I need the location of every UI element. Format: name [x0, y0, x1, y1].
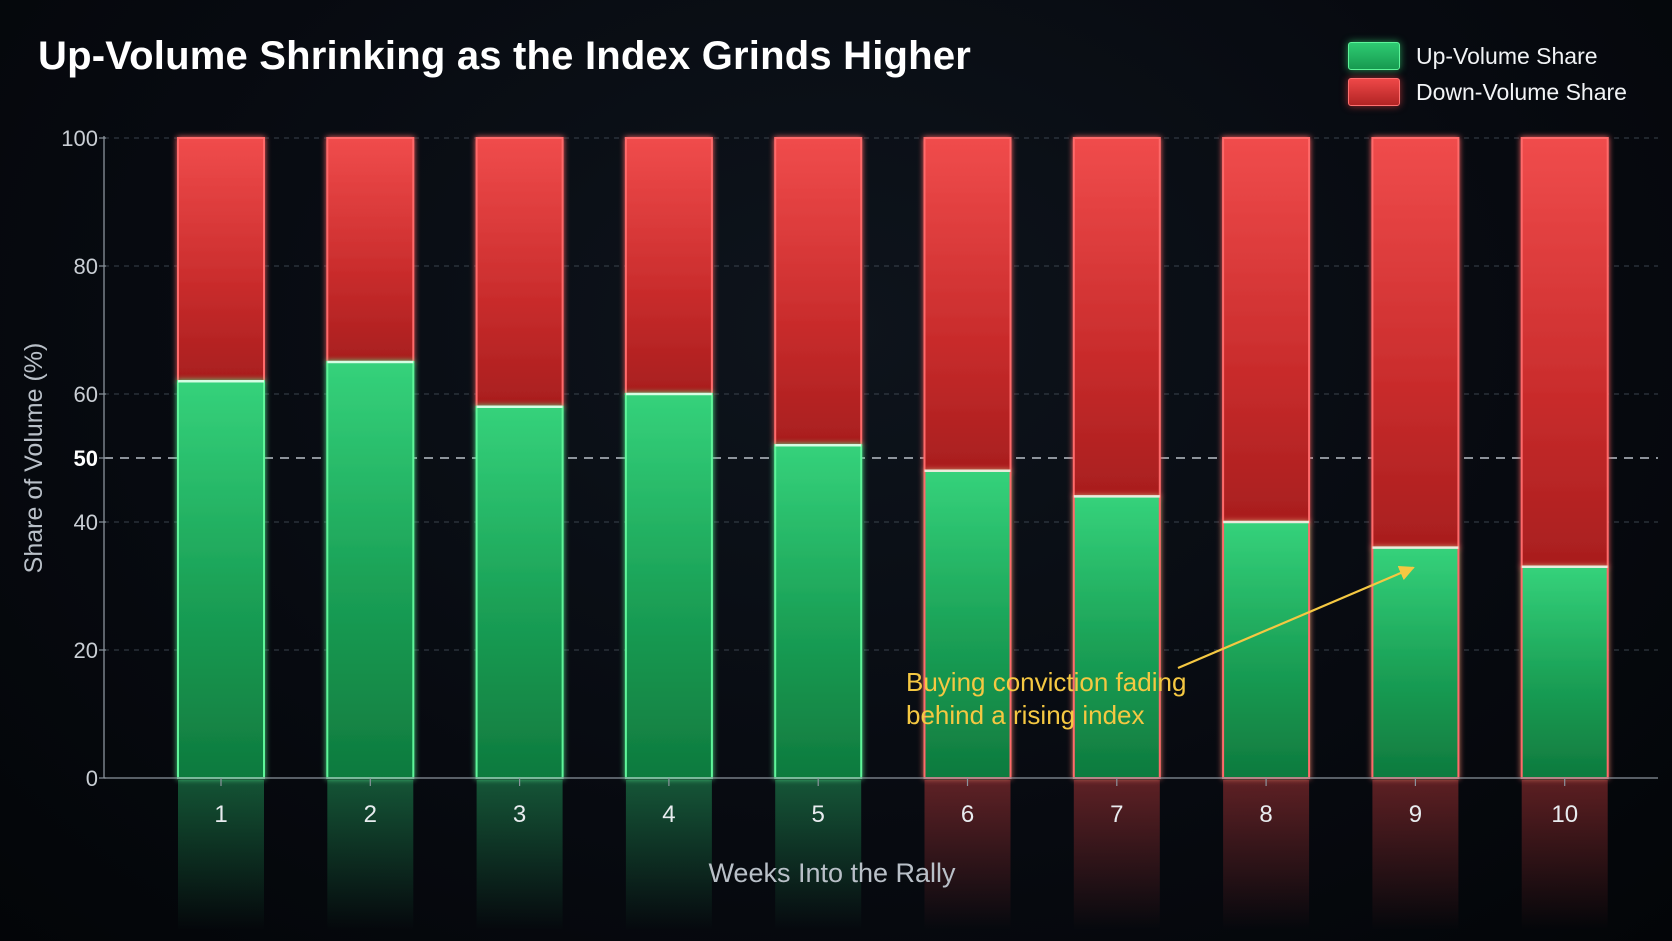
- bar-down-volume-week-4: [624, 137, 713, 395]
- bar-reflection: [476, 780, 563, 930]
- bar-down-volume-week-2: [326, 137, 415, 363]
- bar-up-volume-week-7: [1072, 495, 1161, 779]
- bar-down-volume-week-3: [475, 137, 564, 408]
- bar-up-volume-week-5: [774, 444, 863, 779]
- bar-up-volume-week-3: [475, 405, 564, 779]
- y-tick-label: 50: [74, 446, 98, 471]
- y-axis-title: Share of Volume (%): [20, 343, 48, 574]
- bar-down-volume-week-1: [177, 137, 265, 383]
- bar-up-volume-week-4: [624, 393, 713, 779]
- x-tick-label: 10: [1551, 801, 1578, 828]
- bar-reflection: [1223, 780, 1310, 930]
- bar-up-volume-week-10: [1520, 565, 1609, 779]
- bar-reflection: [1073, 780, 1160, 930]
- bar-down-volume-week-9: [1371, 137, 1460, 549]
- annotation-arrow: [1177, 565, 1415, 670]
- y-tick-label: 20: [74, 638, 98, 663]
- bar-reflection: [1372, 780, 1459, 930]
- bar-down-volume-week-7: [1072, 137, 1161, 498]
- bar-reflection: [625, 780, 712, 930]
- x-tick-label: 1: [214, 801, 227, 828]
- x-tick-label: 4: [662, 801, 675, 828]
- y-tick-label: 60: [74, 382, 98, 407]
- bar-up-volume-week-9: [1371, 546, 1460, 779]
- chart-legend: Up-Volume Share Down-Volume Share: [1348, 38, 1627, 110]
- annotation-text-line: behind a rising index: [906, 700, 1145, 730]
- bar-up-volume-week-6: [923, 469, 1012, 779]
- y-tick-label: 40: [74, 510, 98, 535]
- x-tick-label: 9: [1409, 801, 1422, 828]
- bar-up-volume-week-1: [177, 380, 265, 779]
- legend-swatch-down-volume: [1348, 78, 1400, 106]
- legend-item-down-volume: Down-Volume Share: [1348, 74, 1627, 110]
- bar-reflection: [327, 780, 414, 930]
- bar-down-volume-week-10: [1520, 137, 1609, 568]
- x-tick-label: 5: [812, 801, 825, 828]
- legend-item-up-volume: Up-Volume Share: [1348, 38, 1627, 74]
- legend-label-down-volume: Down-Volume Share: [1416, 78, 1627, 105]
- x-tick-label: 6: [961, 801, 974, 828]
- y-tick-label: 80: [74, 254, 98, 279]
- x-tick-label: 2: [364, 801, 377, 828]
- bar-up-volume-week-8: [1222, 521, 1311, 779]
- x-axis-title: Weeks Into the Rally: [708, 858, 956, 888]
- chart-title: Up-Volume Shrinking as the Index Grinds …: [38, 34, 972, 78]
- bar-reflection: [178, 780, 264, 930]
- bar-reflection: [924, 780, 1011, 930]
- x-tick-label: 3: [513, 801, 526, 828]
- bar-down-volume-week-8: [1222, 137, 1311, 523]
- bar-up-volume-week-2: [326, 361, 415, 779]
- bar-down-volume-week-6: [923, 137, 1012, 472]
- bar-reflection: [1521, 780, 1608, 930]
- annotation-text-line: Buying conviction fading: [906, 667, 1186, 697]
- legend-swatch-up-volume: [1348, 42, 1400, 70]
- bar-down-volume-week-5: [774, 137, 863, 447]
- x-tick-label: 7: [1110, 801, 1123, 828]
- legend-label-up-volume: Up-Volume Share: [1416, 42, 1598, 69]
- bar-reflection: [775, 780, 862, 930]
- x-tick-label: 8: [1259, 801, 1272, 828]
- y-tick-label: 100: [61, 126, 98, 151]
- y-tick-label: 0: [86, 766, 98, 791]
